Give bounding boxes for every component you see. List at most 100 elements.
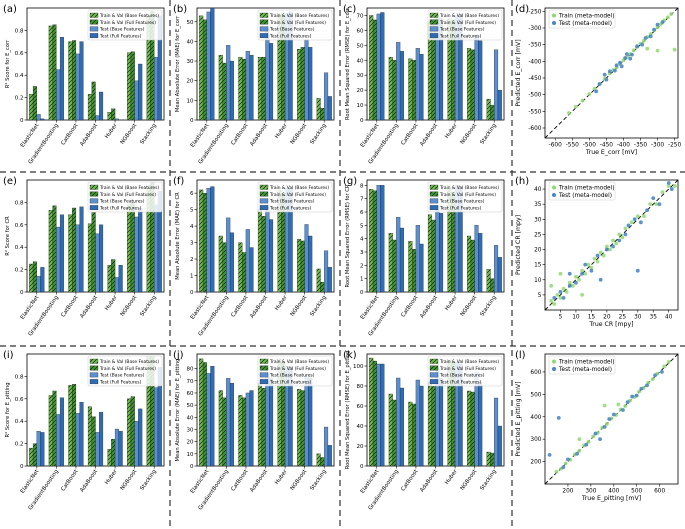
bar-hatch <box>486 99 491 120</box>
y-tick-label: 0.6 <box>15 51 24 57</box>
train-point <box>645 46 650 51</box>
test-point <box>635 44 639 49</box>
legend-label: Test (Base Features) <box>439 199 485 205</box>
bar <box>478 40 483 121</box>
test-point <box>624 52 629 56</box>
test-point <box>552 296 557 300</box>
bar-hatch <box>72 40 76 121</box>
legend-box <box>87 355 163 387</box>
bar-hatch <box>130 396 135 466</box>
train-point <box>665 15 670 20</box>
y-tick-label: 50 <box>187 20 194 26</box>
bar <box>138 408 143 467</box>
legend-box <box>548 355 616 375</box>
x-tick-label: Huber <box>274 294 289 312</box>
x-tick-label: CatBoost <box>400 122 420 147</box>
legend-marker <box>552 359 556 364</box>
legend-swatch-hatch <box>430 365 438 371</box>
bar <box>419 54 424 121</box>
legend-swatch <box>259 372 269 378</box>
legend-label: Train & Val (Full Features) <box>439 366 496 372</box>
bar-hatch <box>107 449 112 466</box>
test-point <box>635 268 640 273</box>
train-point <box>595 259 600 264</box>
bar <box>99 412 104 467</box>
scatter-legend: Train (meta-model)Test (meta-model) <box>548 9 616 29</box>
bar-legend: Train & Val (Base Features)Train & Val (… <box>87 355 163 387</box>
legend-box <box>257 355 333 387</box>
panel-label: (b) <box>173 4 187 15</box>
bar-hatch <box>408 58 413 120</box>
bar-hatch <box>218 390 223 466</box>
y-tick-label: 0 <box>20 290 24 296</box>
train-point <box>608 247 612 252</box>
x-tick-label: 40 <box>665 315 673 321</box>
bar <box>206 11 211 121</box>
legend-swatch <box>89 205 99 211</box>
legend-label: Train & Val (Base Features) <box>439 359 499 365</box>
bar <box>226 217 231 293</box>
legend-swatch-hatch <box>260 185 268 190</box>
bar <box>269 378 274 467</box>
y-tick-label: 200 <box>530 460 541 466</box>
bar-hatch <box>199 15 204 120</box>
train-point <box>589 265 594 270</box>
legend-box <box>427 181 503 213</box>
legend-marker <box>552 193 556 197</box>
y-tick-label: 0 <box>360 464 364 470</box>
bar <box>206 188 211 293</box>
train-point <box>558 296 563 300</box>
bar-hatch <box>428 21 432 120</box>
bar-hatch <box>130 51 135 120</box>
legend-label: Train & Val (Base Features) <box>99 13 159 19</box>
legend-label: Test (Full Features) <box>269 205 312 211</box>
bar <box>75 53 80 121</box>
bar-hatch <box>392 60 397 120</box>
y-tick-label: 0.2 <box>15 268 24 274</box>
bar-hatch <box>373 19 377 120</box>
y-tick-label: 0.8 <box>15 28 24 34</box>
y-tick-label: 0.8 <box>15 200 24 206</box>
test-point <box>655 22 660 27</box>
bar-legend: Train & Val (Base Features)Train & Val (… <box>257 9 333 41</box>
train-point <box>669 12 674 16</box>
y-tick-label: 40 <box>187 39 194 45</box>
legend-label: Train & Val (Full Features) <box>99 366 156 372</box>
x-tick-label: ElasticNet <box>360 122 381 149</box>
x-tick-label: Stacking <box>479 295 498 318</box>
identity-line <box>544 179 679 311</box>
bar-chart-f: (f) Mean Absolute Error (MAE) for CR 0 1 2 3 4… <box>173 176 335 337</box>
bar <box>118 431 123 467</box>
bar-chart-i: (i) R² Score for E_pitting 0 0.2 0.4 0.6 0.8 El… <box>3 350 165 511</box>
bar <box>439 213 444 293</box>
x-tick-label: 10 <box>572 315 580 321</box>
bar-legend: Train & Val (Base Features)Train & Val (… <box>427 355 503 387</box>
bar-hatch <box>369 189 374 292</box>
bar-hatch <box>447 360 452 466</box>
bar <box>245 51 250 121</box>
y-tick-label: 2 <box>360 263 364 269</box>
bar-hatch <box>88 223 92 292</box>
x-tick-label: ElasticNet <box>20 468 41 495</box>
bar <box>75 413 80 467</box>
test-point <box>561 465 566 470</box>
train-point <box>655 25 660 30</box>
panel-label: (k) <box>343 350 357 361</box>
legend-swatch <box>259 33 269 39</box>
test-point <box>648 34 653 39</box>
train-point <box>601 253 606 258</box>
bar <box>210 186 215 293</box>
legend-swatch-hatch <box>260 359 268 364</box>
bar <box>249 390 254 467</box>
legend-label: Train & Val (Base Features) <box>269 359 329 365</box>
y-tick-label: 70 <box>357 13 364 19</box>
y-tick-label: 20 <box>187 440 194 446</box>
train-point <box>642 214 646 219</box>
bar <box>75 224 80 293</box>
x-tick-label: AdaBoost <box>79 122 99 147</box>
x-tick-label: Huber <box>444 122 459 140</box>
bar-hatch <box>33 443 37 466</box>
train-point <box>591 434 596 439</box>
train-point <box>586 262 591 267</box>
test-point <box>584 442 589 447</box>
